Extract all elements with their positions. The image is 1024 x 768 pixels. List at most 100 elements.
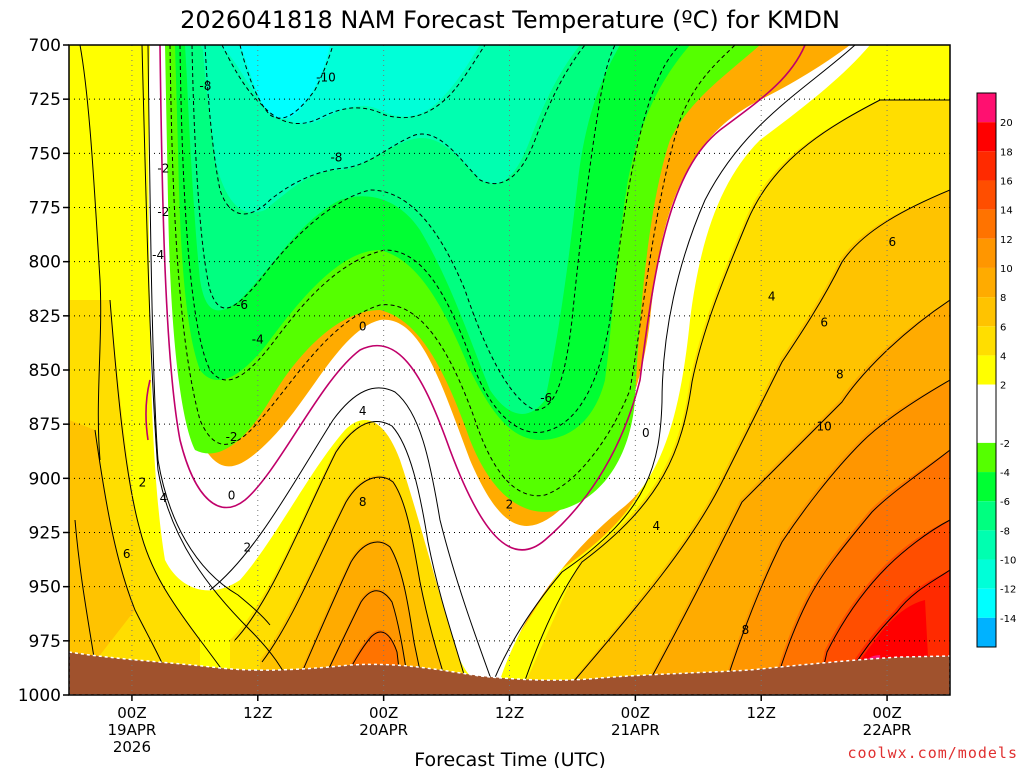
contour-zero-line [159, 45, 806, 551]
colorbar-frame [976, 92, 997, 648]
y-tick-label: 750 [29, 144, 61, 164]
x-tick-label: 12Z [243, 704, 272, 722]
contour-label: 0 [359, 320, 367, 334]
y-tick-label: 700 [29, 36, 61, 56]
colorbar-label: -4 [1000, 468, 1010, 479]
contour-label: -8 [199, 79, 211, 93]
contour-label: -2 [226, 430, 238, 444]
x-tick-label: 00Z [117, 704, 146, 722]
contour-label: 2 [506, 497, 514, 511]
contour-minus-6 [191, 45, 616, 411]
contour-label: 6 [820, 315, 828, 329]
colorbar-label: 18 [1000, 147, 1013, 158]
colorbar-swatch [977, 238, 996, 268]
colorbar-swatch [977, 267, 996, 298]
colorbar-swatch [977, 588, 996, 618]
contour-label: -10 [316, 71, 336, 85]
contour-8-left-b [79, 45, 102, 461]
colorbar-swatch [977, 617, 996, 647]
colorbar-label: -8 [1000, 526, 1010, 537]
colorbar-label: -10 [1000, 556, 1016, 567]
contour-8-center [291, 541, 426, 695]
x-tick-label: 21APR [611, 721, 660, 739]
temperature-field [69, 45, 950, 695]
contour-label: 0 [228, 489, 236, 503]
colorbar-swatch [977, 559, 996, 589]
contour-label: 8 [836, 367, 844, 381]
colorbar-label: 20 [1000, 118, 1013, 129]
colorbar-label: -6 [1000, 497, 1010, 508]
colorbar-label: -14 [1000, 614, 1016, 625]
y-tick-label: 975 [29, 632, 61, 652]
colorbar-swatch [977, 180, 996, 210]
colorbar-label: 14 [1000, 206, 1013, 217]
colorbar-label: 4 [1000, 351, 1006, 362]
colorbar-swatch [977, 297, 996, 327]
y-tick-label: 925 [29, 524, 61, 544]
contour-minus-12 [239, 45, 334, 119]
contour-6-center [261, 476, 451, 695]
y-tick-label: 825 [29, 307, 61, 327]
colorbar-label: 2 [1000, 381, 1006, 392]
y-tick-label: 1000 [18, 686, 61, 706]
contour-label: -6 [236, 298, 248, 312]
y-tick-label: 725 [29, 90, 61, 110]
colorbar-swatch [977, 501, 996, 531]
colorbar-label: -2 [1000, 439, 1010, 450]
colorbar-swatch [977, 355, 996, 385]
contour-label: 4 [359, 404, 367, 418]
contour-label: 4 [160, 491, 168, 505]
contour-4-center [234, 421, 471, 695]
x-tick-label: 00Z [621, 704, 650, 722]
contour-label: 4 [768, 289, 776, 303]
colorbar-swatch [977, 151, 996, 181]
x-tick-label: 00Z [369, 704, 398, 722]
contour-minus-4 [179, 45, 681, 433]
contour-2-left [147, 45, 271, 626]
contour-label: 2 [243, 541, 251, 555]
contour-4-left [141, 45, 296, 695]
y-tick-label: 875 [29, 415, 61, 435]
contour-label: -8 [330, 151, 342, 165]
contour-label: -2 [157, 205, 169, 219]
x-tick-label: 19APR [108, 721, 157, 739]
contour-minus-10 [221, 45, 486, 125]
contour-2-center [209, 387, 496, 691]
colorbar-swatch [977, 472, 996, 502]
contour-label: 8 [742, 623, 750, 637]
band-minus-12 [240, 45, 330, 119]
contour-label: -2 [157, 162, 169, 176]
contour-2-right [489, 45, 856, 691]
contour-14-right [816, 519, 950, 695]
x-axis-label: Forecast Time (UTC) [414, 749, 605, 768]
x-tick-label: 00Z [872, 704, 901, 722]
contour-12-right [771, 449, 950, 695]
chart-title: 2026041818 NAM Forecast Temperature (ºC)… [180, 6, 840, 34]
contour-6-left [109, 299, 241, 695]
y-axis: 700 725 750 775 800 825 850 875 900 925 950 975 1000 [18, 36, 69, 706]
y-tick-label: 900 [29, 469, 61, 489]
x-tick-label: 20APR [359, 721, 408, 739]
colorbar-swatch [977, 93, 996, 123]
colorbar-swatch [977, 384, 996, 443]
colorbar-label: 12 [1000, 235, 1013, 246]
colorbar-swatch [977, 326, 996, 356]
credit-text: coolwx.com/models [847, 744, 1018, 762]
colorbar-swatch [977, 442, 996, 473]
contour-8-right [641, 299, 950, 695]
contour-10-right [721, 379, 950, 695]
contour-4-right [519, 99, 950, 695]
contour-label: 10 [817, 419, 832, 433]
colorbar-label: 10 [1000, 264, 1013, 275]
contour-label: -6 [540, 391, 552, 405]
x-tick-label: 2026 [113, 738, 151, 756]
contour-label: 0 [642, 426, 650, 440]
colorbar-legend: 20 18 16 14 12 10 8 6 4 2 -2 -4 -6 -8 -10 -12 -14 [976, 92, 1016, 648]
near-zero-band [148, 45, 870, 684]
contour-lines [74, 45, 950, 695]
y-tick-label: 950 [29, 578, 61, 598]
colorbar-swatch [977, 122, 996, 152]
